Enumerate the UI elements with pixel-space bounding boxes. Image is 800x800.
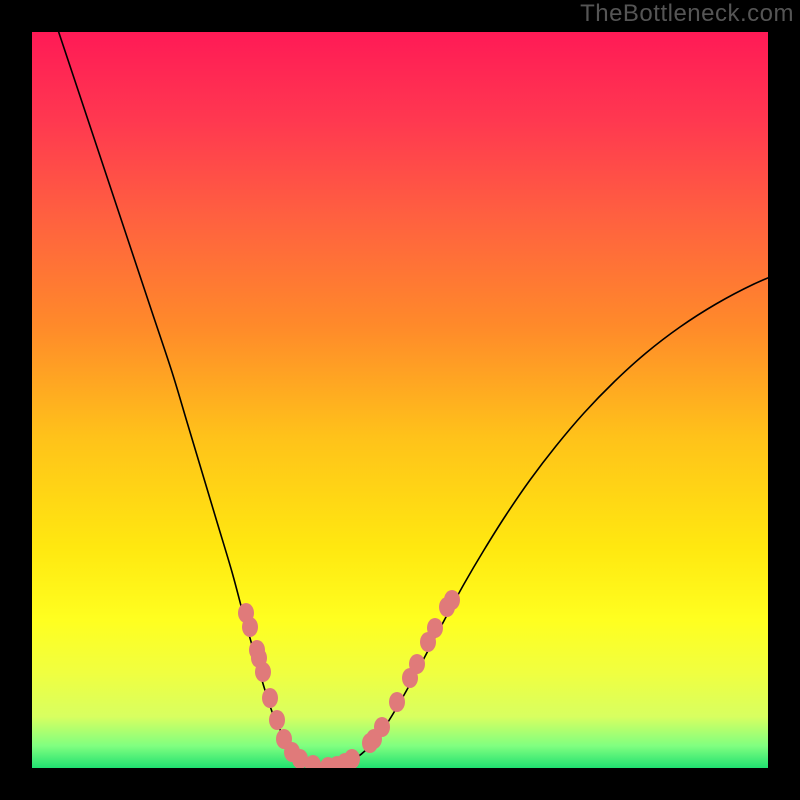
chart-plot — [32, 32, 768, 768]
chart-frame: TheBottleneck.com — [0, 0, 800, 800]
chart-background — [32, 32, 768, 768]
watermark-text: TheBottleneck.com — [580, 0, 794, 28]
